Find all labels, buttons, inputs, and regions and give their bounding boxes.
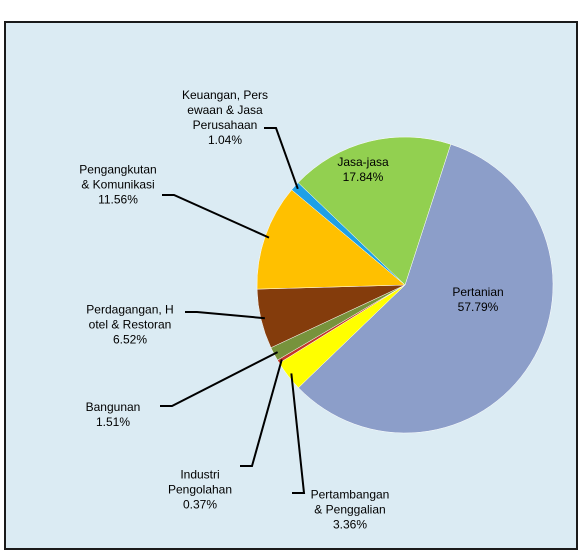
value-label: 1.04% [207,133,243,147]
slice-label: Pengangkutan & Komunikasi 11.56% [79,163,156,208]
category-label: Jasa-jasa [337,155,389,169]
value-label: 17.84% [342,170,384,184]
pie-slice [298,143,554,434]
leader-line [160,351,279,407]
slice-label: Keuangan, Pers ewaan & Jasa Perusahaan 1.… [182,88,268,148]
slice-label: Industri Pengolahan 0.37% [168,468,232,513]
value-label: 57.79% [457,300,499,314]
value-label: 6.52% [112,332,148,347]
leader-line [264,127,299,190]
value-label: 3.36% [332,517,368,532]
category-label: Keuangan, Pers ewaan & Jasa Perusahaan [181,88,269,132]
category-label: Perdagangan, H otel & Restoran [86,302,174,332]
value-label: 0.37% [182,497,218,512]
category-label: Pertambangan & Penggalian [310,487,390,517]
category-label: Bangunan [85,400,141,414]
leader-line [290,373,306,494]
pie-slice [297,136,452,286]
slice-label: Jasa-jasa 17.84% [337,155,388,185]
category-label: Industri Pengolahan [167,467,233,497]
slice-label: Pertambangan & Penggalian 3.36% [311,488,390,533]
leader-line [240,359,283,467]
category-label: Pertanian [452,285,504,299]
slice-label: Perdagangan, H otel & Restoran 6.52% [86,303,173,348]
category-label: Pengangkutan & Komunikasi [79,162,157,192]
leader-line [162,194,270,239]
leader-line [185,311,265,320]
value-label: 11.56% [98,192,138,207]
slice-label: Pertanian 57.79% [452,285,503,315]
value-label: 1.51% [95,415,131,429]
slice-label: Bangunan 1.51% [86,400,141,430]
